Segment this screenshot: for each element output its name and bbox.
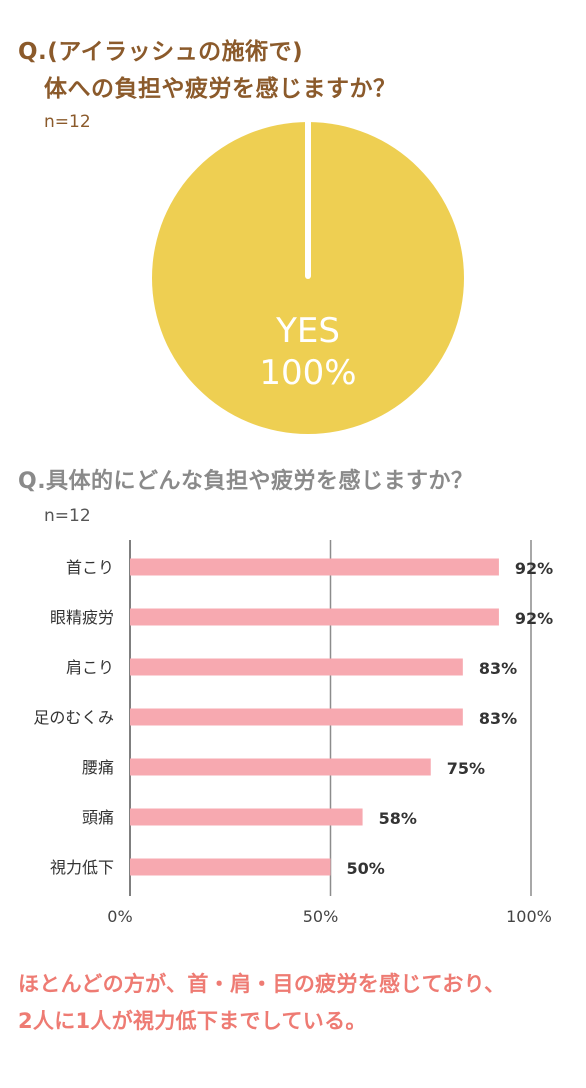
summary-text: ほとんどの方が、首・肩・目の疲労を感じており、 2人に1人が視力低下までしている…: [18, 966, 505, 1040]
summary-line-1: ほとんどの方が、首・肩・目の疲労を感じており、: [18, 972, 506, 996]
data-label: 58%: [379, 809, 417, 828]
pie-slice-label: YES: [275, 311, 340, 351]
category-label: 視力低下: [50, 858, 114, 877]
sample-size-1: n=12: [44, 112, 91, 132]
bar: [130, 858, 331, 876]
bar-chart: 首こり 92% 眼精疲労 92% 肩こり 83% 足のむくみ 83% 腰痛 75% 頭痛 58% 視力低…: [33, 540, 553, 926]
category-label: 腰痛: [82, 758, 114, 777]
question-1-title: Q.(アイラッシュの施術で) 体への負担や疲労を感じますか？: [18, 34, 397, 108]
question-2-title: Q.具体的にどんな負担や疲労を感じますか？: [18, 469, 474, 494]
bar: [130, 758, 431, 776]
bar: [130, 708, 463, 726]
bar: [130, 608, 499, 626]
question-1-line-2: 体への負担や疲労を感じますか？: [44, 76, 397, 102]
x-tick-label: 50%: [303, 907, 339, 926]
bar: [130, 658, 463, 676]
data-label: 92%: [515, 559, 553, 578]
data-label: 92%: [515, 609, 553, 628]
category-label: 足のむくみ: [33, 708, 114, 727]
category-label: 首こり: [66, 558, 114, 577]
category-label: 頭痛: [82, 808, 114, 827]
data-label: 83%: [479, 709, 517, 728]
bar: [130, 558, 499, 576]
summary-line-2: 2人に1人が視力低下までしている。: [18, 1009, 367, 1033]
sample-size-2: n=12: [44, 506, 91, 526]
data-label: 75%: [447, 759, 485, 778]
data-label: 50%: [347, 859, 385, 878]
x-tick-label: 100%: [506, 907, 552, 926]
question-1-line-1: Q.(アイラッシュの施術で): [18, 39, 304, 65]
x-tick-label: 0%: [107, 907, 132, 926]
bar: [130, 808, 363, 826]
pie-slice-value: 100%: [259, 353, 356, 393]
category-label: 眼精疲労: [50, 608, 114, 627]
category-label: 肩こり: [66, 658, 114, 677]
data-label: 83%: [479, 659, 517, 678]
